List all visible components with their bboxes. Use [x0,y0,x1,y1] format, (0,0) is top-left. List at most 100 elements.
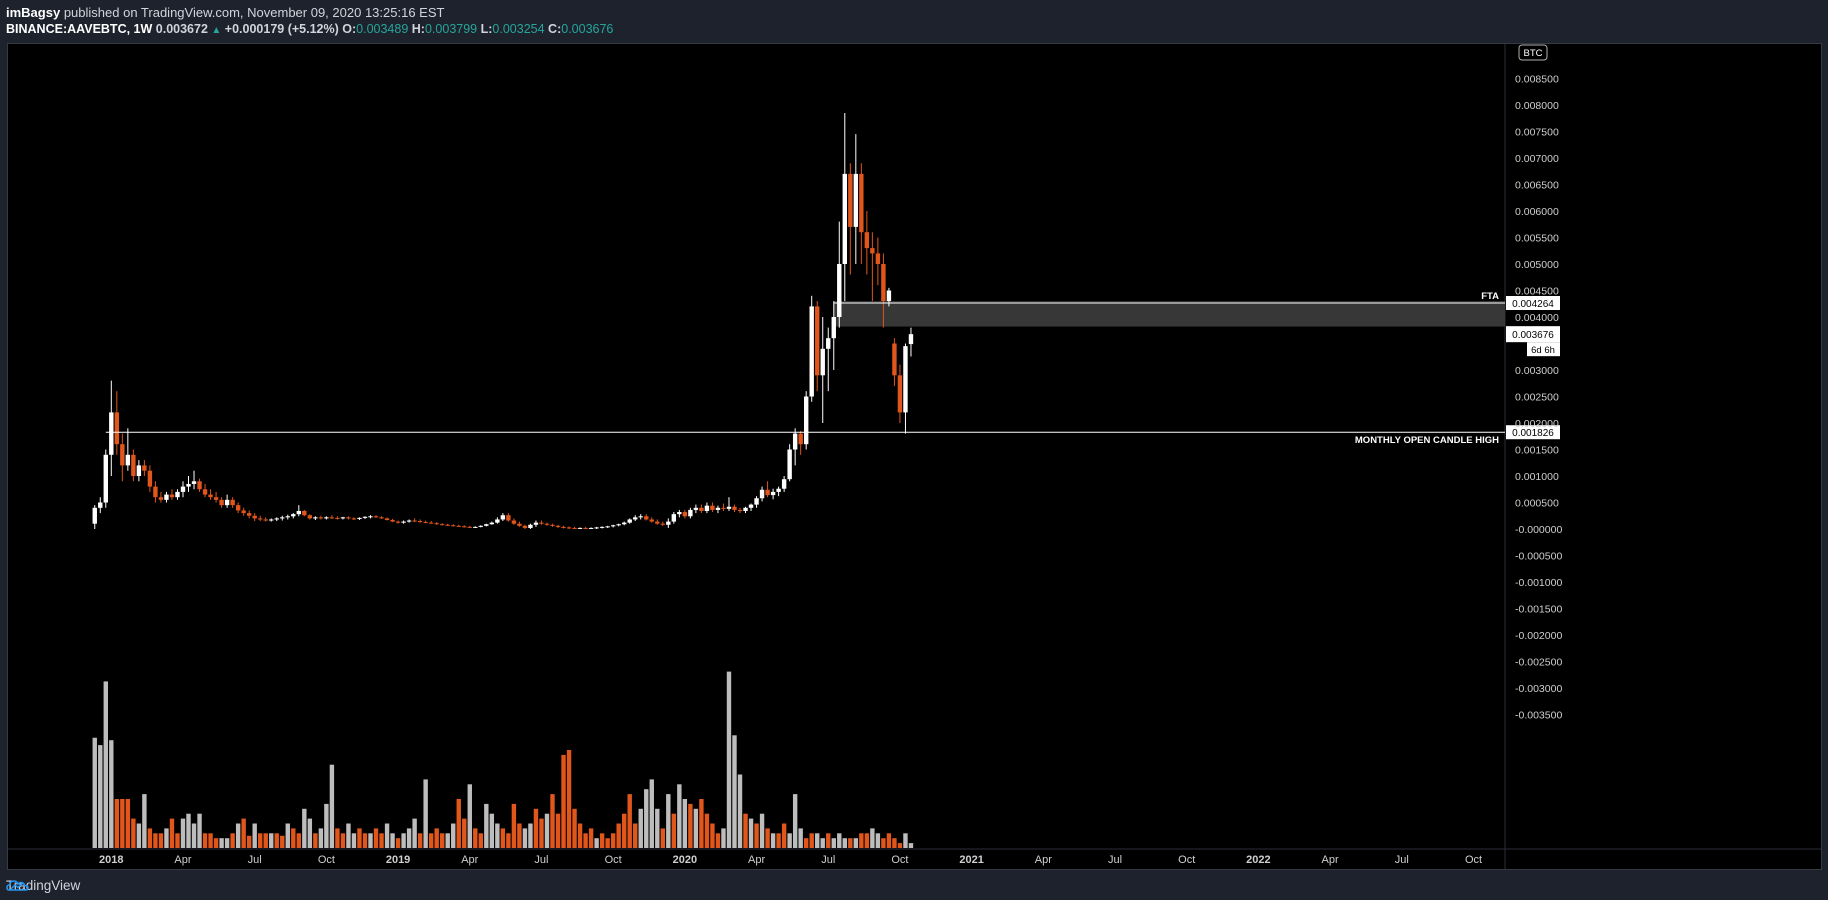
volume-bar [815,833,820,848]
volume-bar [533,808,539,848]
volume-bar [219,838,224,848]
volume-bar [699,799,704,848]
high-label: H: [411,22,425,36]
candle-body [550,524,555,526]
volume-bar [324,803,329,848]
price-tick-label: 0.007500 [1515,127,1559,139]
price-chart[interactable]: FTA 0.004264 MONTHLY OPEN CANDLE HIGH 0.001… [8,44,1821,869]
volume-bar [302,808,307,848]
candle-body [759,489,765,499]
candle-body [224,499,230,506]
candle-body [164,494,169,500]
candle-body [180,486,186,492]
volume-bar [875,833,881,848]
volume-bar [688,803,693,848]
volume-bar [373,828,379,848]
candle-body [252,515,257,519]
volume-bar [644,789,649,848]
chart-panel[interactable]: FTA 0.004264 MONTHLY OPEN CANDLE HIGH 0.001… [7,43,1822,870]
up-arrow-icon: ▲ [211,25,222,36]
candle-body [439,524,445,526]
candle-body [213,497,219,500]
time-tick-label: 2020 [673,854,697,866]
time-tick-label: Apr [174,854,191,866]
volume-bar [329,764,335,848]
volume-bar [351,833,357,848]
volume-bar [384,823,390,848]
candle-body [831,317,836,339]
price-tick-label: -0.002000 [1515,630,1562,642]
volume-bar [666,794,671,848]
candle-body [395,521,401,523]
candle-body [98,502,103,508]
candle-body [142,465,147,471]
volume-bar [235,823,241,848]
volume-bar [280,835,285,848]
price-tick-label: 0.005000 [1515,259,1559,271]
candle-body [495,519,500,523]
volume-bar [142,794,147,848]
symbol-name[interactable]: BINANCE:AAVEBTC, 1W [6,22,153,36]
candle-body [754,498,759,505]
volume-bar [506,833,511,848]
volume-bar [539,818,544,848]
candle-body [853,173,859,227]
fta-zone [833,301,1505,327]
currency-badge[interactable] [1518,44,1548,61]
candle-body [776,488,781,492]
candle-body [335,517,340,519]
candle-body [230,499,235,506]
candle-body [373,516,379,518]
volume-bar [848,838,853,848]
volume-bar [897,843,903,848]
candle-body [511,520,517,524]
candle-body [528,524,533,528]
candle-body [616,524,621,526]
tradingview-logo[interactable]: TradingView [6,878,80,893]
volume-bar [417,833,423,848]
candle-body [202,489,208,495]
currency-badge-label: BTC [1524,48,1543,59]
volume-bar [577,823,583,848]
volume-bar [484,803,489,848]
level-price-tag: 0.001826 [1512,428,1554,439]
volume-bar [803,838,809,848]
volume-bar [136,823,142,848]
candle-body [428,522,434,524]
price-change: +0.000179 (+5.12%) [224,22,339,36]
candle-body [522,525,528,528]
candle-body [555,525,561,527]
candle-body [903,346,908,413]
candle-body [462,526,467,528]
volume-bar [682,799,688,848]
price-tick-label: 0.008500 [1515,74,1559,86]
candle-body [417,521,423,523]
candle-body [588,527,594,529]
tradingview-cloud-icon [6,880,29,891]
candle-body [743,507,748,511]
price-tick-label: -0.000000 [1515,524,1562,536]
candle-body [544,523,550,525]
volume-bar [213,838,219,848]
candle-body [605,526,610,528]
candle-body [445,524,450,526]
candle-body [484,524,489,526]
volume-bar [307,818,313,848]
time-tick-label: 2022 [1246,854,1270,866]
fta-label: FTA [1481,291,1499,302]
volume-bar [263,833,268,848]
candle-body [92,507,97,524]
level-price-tag-bg [1506,296,1560,311]
candle-body [660,523,665,525]
volume-bar [401,833,406,848]
candle-body [870,248,875,254]
volume-bar [269,833,274,848]
volume-bar [633,823,638,848]
candle-body [351,518,357,520]
candle-body [241,510,246,514]
symbol-line: BINANCE:AAVEBTC, 1W 0.003672 ▲ +0.000179… [6,22,613,36]
volume-bar [92,737,97,848]
last-price-tag-bg [1506,326,1560,343]
time-tick-label: Oct [1465,854,1482,866]
author-name[interactable]: imBagsy [6,5,61,20]
